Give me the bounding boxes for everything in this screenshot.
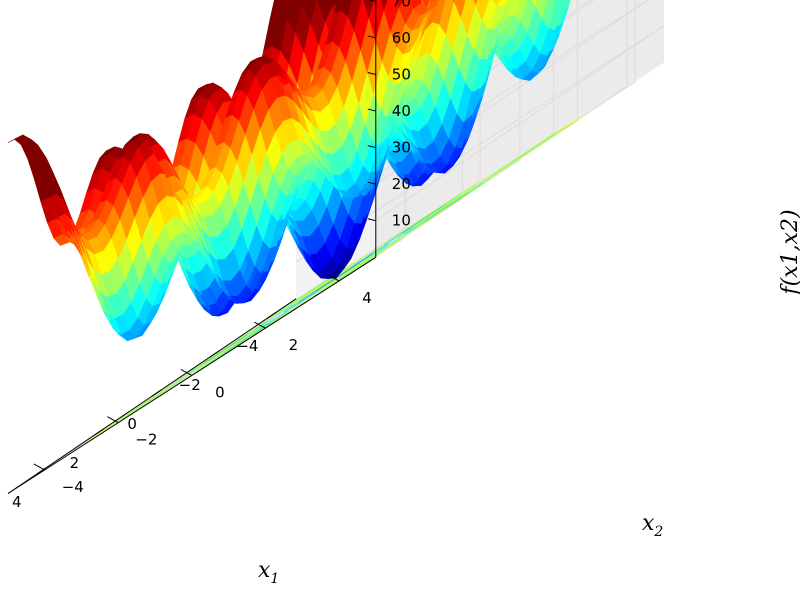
x-tick-mark <box>151 389 162 397</box>
z-tick-label: 70 <box>392 0 411 10</box>
y-tick-label: 0 <box>215 383 225 401</box>
z-tick-label: 10 <box>392 212 411 230</box>
floor-contours <box>88 115 584 441</box>
z-tick-label: 40 <box>392 102 411 120</box>
y-tick-label: 2 <box>289 336 299 354</box>
x-axis-label: x1 <box>258 558 279 587</box>
x-tick-mark <box>209 350 220 358</box>
y-tick-label: −4 <box>62 478 84 496</box>
x-tick-mark <box>36 467 47 475</box>
z-tick-mark <box>367 181 376 185</box>
y-tick-label: 4 <box>362 289 372 307</box>
x-tick-label: −4 <box>236 337 258 355</box>
grid-line-x <box>151 0 521 397</box>
x-tick-label: −2 <box>179 376 201 394</box>
x-tick-label: 4 <box>12 493 22 511</box>
surface-facet <box>472 0 478 7</box>
y-tick-mark <box>254 321 266 329</box>
z-axis-label: f(x1,x2) <box>778 209 800 296</box>
z-tick-mark <box>368 0 376 2</box>
z-tick-mark <box>367 72 376 75</box>
z-tick-label: 60 <box>392 29 411 47</box>
y-tick-mark <box>107 416 119 424</box>
z-tick-mark <box>367 35 376 39</box>
y-tick-label: −2 <box>135 431 157 449</box>
y-tick-mark <box>180 368 193 376</box>
y-tick-mark <box>327 274 340 282</box>
y-tick-mark <box>33 463 46 471</box>
x-tick-mark <box>94 428 104 436</box>
z-tick-mark <box>367 218 376 222</box>
x-tick-label: 0 <box>127 415 137 433</box>
surface-facet <box>395 0 404 9</box>
axis-lines <box>7 0 377 494</box>
surface-facet <box>530 0 538 8</box>
surface-facet <box>492 0 501 7</box>
y-axis-label: x2 <box>642 511 663 540</box>
z-tick-mark <box>367 108 376 112</box>
surface-facet <box>7 134 24 143</box>
surface-facet <box>380 0 388 12</box>
x-tick-label: 2 <box>70 454 80 472</box>
z-tick-mark <box>367 145 376 149</box>
surface-mesh <box>7 0 571 342</box>
x-tick-mark <box>267 311 277 319</box>
z-tick-label: 30 <box>392 139 411 157</box>
z-tick-label: 20 <box>392 175 411 193</box>
z-tick-label: 50 <box>392 66 411 84</box>
